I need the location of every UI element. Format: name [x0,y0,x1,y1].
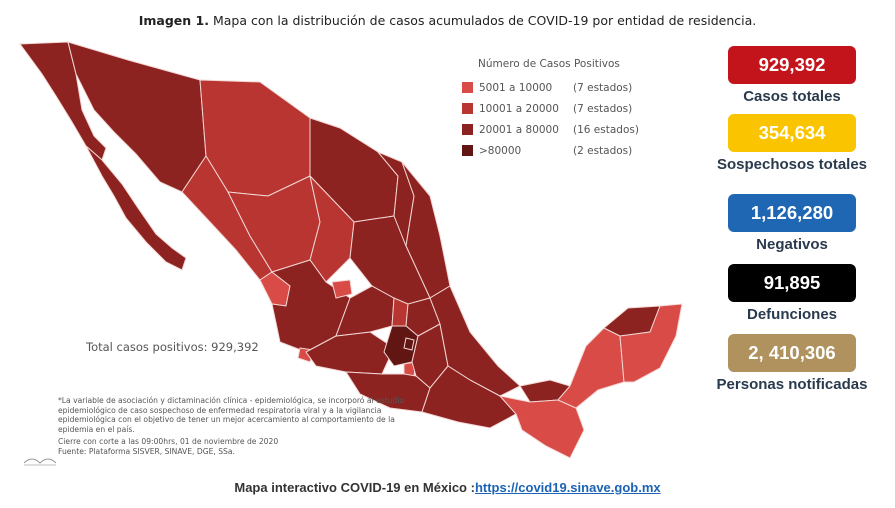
legend-count: (7 estados) [573,81,633,94]
caption-text: Mapa con la distribución de casos acumul… [212,13,757,28]
state-sonora [67,41,207,193]
state-cdmx [403,337,415,351]
footnote: *La variable de asociación y dictaminaci… [58,396,405,434]
legend-count: (7 estados) [573,102,633,115]
legend-range: 5001 a 10000 [479,81,553,94]
footer-line: Mapa interactivo COVID-19 en México :htt… [0,480,895,495]
legend-range: 10001 a 20000 [479,102,559,115]
logo-icon [23,458,57,466]
ssa-logo [22,452,58,471]
legend-item: 5001 a 10000 (7 estados) [462,77,662,98]
stat-label: Personas notificadas [716,376,868,393]
legend-swatch [462,124,473,135]
stat-defunciones: 91,895 Defunciones [692,264,892,323]
legend-item: >80000 (2 estados) [462,140,662,161]
sinave-map-link[interactable]: https://covid19.sinave.gob.mx [474,480,661,495]
legend-item: 10001 a 20000 (7 estados) [462,98,662,119]
figure-caption: Imagen 1. Mapa con la distribución de ca… [0,13,895,28]
state-campeche [557,327,625,409]
mexico-map: Número de Casos Positivos 5001 a 10000 (… [10,36,690,466]
mexico-map-svg [19,41,683,459]
legend-count: (16 estados) [573,123,639,136]
stat-label: Negativos [756,236,828,253]
legend-swatch [462,103,473,114]
stat-label: Casos totales [743,88,841,105]
stat-value-box: 929,392 [728,46,856,84]
stat-value-box: 91,895 [728,264,856,302]
total-positive-cases: Total casos positivos: 929,392 [86,340,259,354]
state-aguascalientes [331,279,353,299]
footer-text: Mapa interactivo COVID-19 en México : [234,480,475,495]
stat-sospechosos-totales: 354,634 Sospechosos totales [692,114,892,173]
legend-title: Número de Casos Positivos [478,58,620,70]
legend-range: 20001 a 80000 [479,123,559,136]
map-legend: Número de Casos Positivos 5001 a 10000 (… [462,58,662,161]
legend-count: (2 estados) [573,144,633,157]
state-chiapas [498,395,585,459]
cutoff-line: Cierre con corte a las 09:00hrs, 01 de n… [58,437,279,446]
stat-label: Defunciones [746,306,837,323]
stat-value-box: 354,634 [728,114,856,152]
legend-range: >80000 [479,144,522,157]
legend-item: 20001 a 80000 (16 estados) [462,119,662,140]
source-line: Fuente: Plataforma SISVER, SINAVE, DGE, … [58,446,235,456]
stat-personas-notificadas: 2, 410,306 Personas notificadas [692,334,892,393]
legend-swatch [462,82,473,93]
stat-value-box: 2, 410,306 [728,334,856,372]
state-quintana-roo [619,303,683,383]
caption-prefix: Imagen 1. [138,13,209,28]
stat-value-box: 1,126,280 [728,194,856,232]
stat-casos-totales: 929,392 Casos totales [692,46,892,105]
stat-negativos: 1,126,280 Negativos [692,194,892,253]
cutoff-source: Cierre con corte a las 09:00hrs, 01 de n… [58,437,388,456]
stat-label: Sospechosos totales [716,156,868,173]
legend-swatch [462,145,473,156]
state-baja-california-sur [85,145,187,271]
